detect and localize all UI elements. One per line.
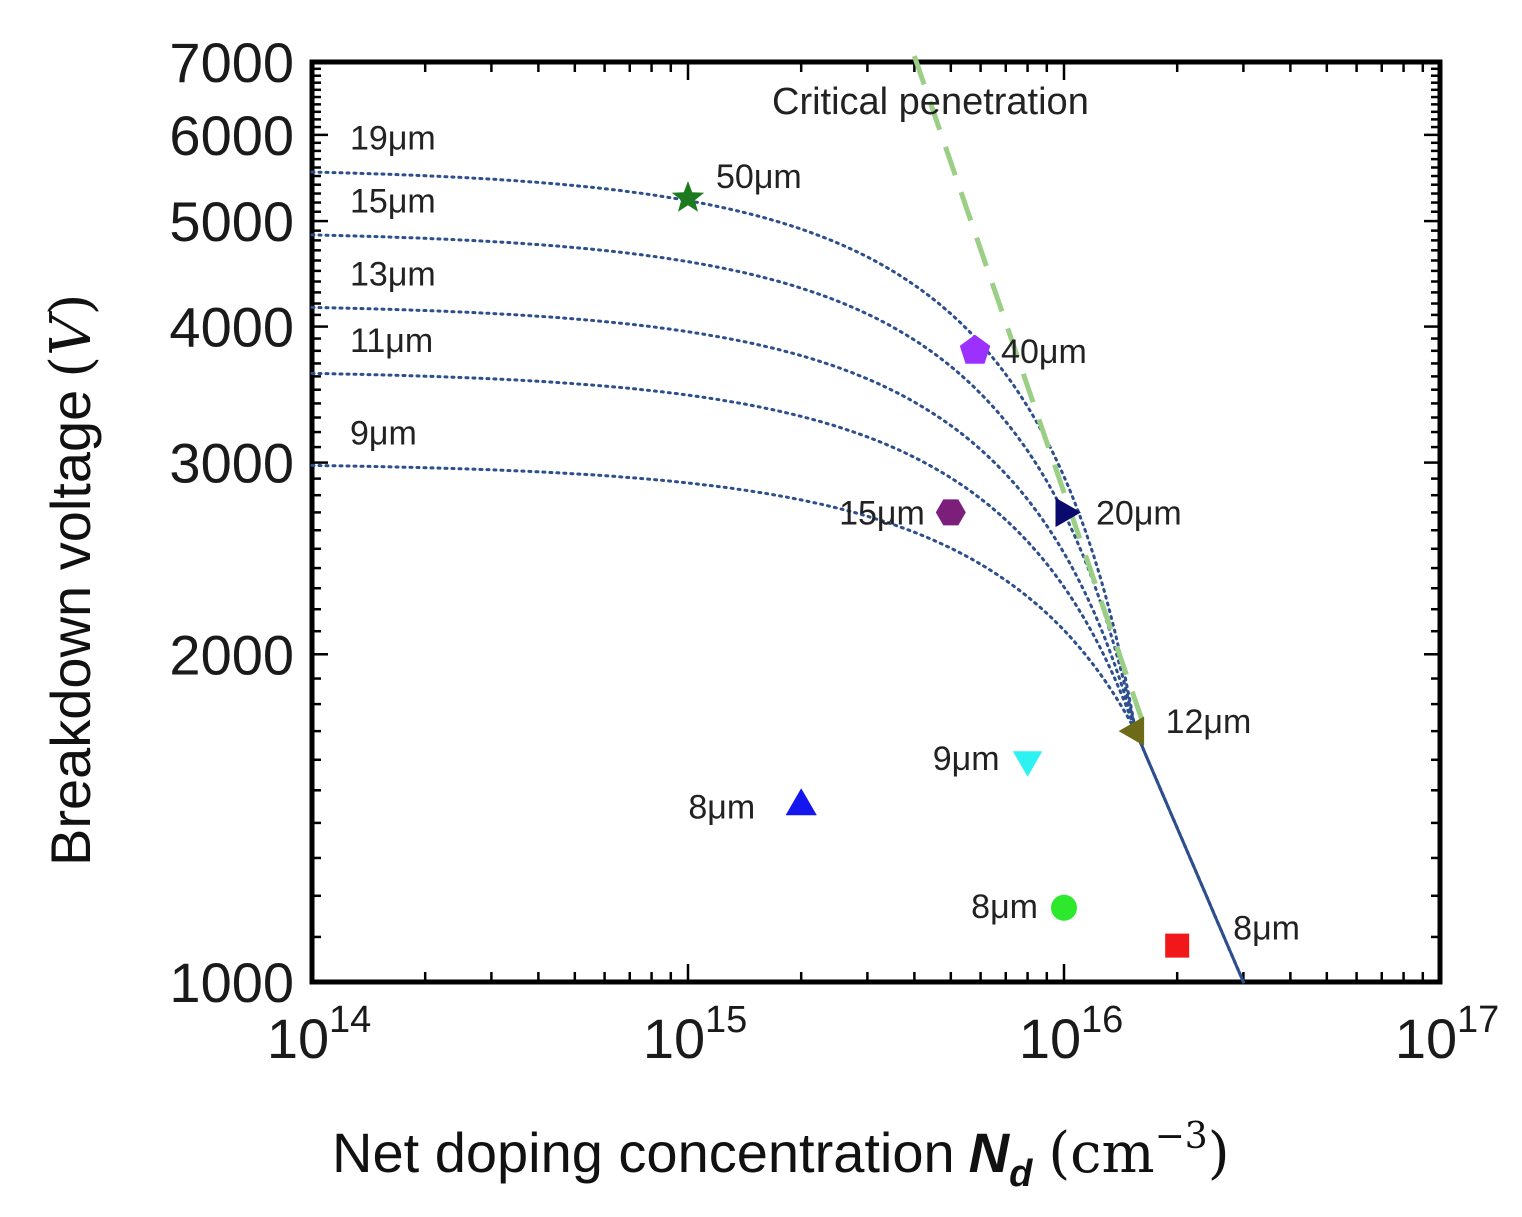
x-axis-title-main: Net doping concentration	[332, 1121, 955, 1184]
y-axis-ticks: 1000 2000 3000 4000 5000 6000 7000	[169, 31, 1440, 1014]
x-tick-base: 10	[1019, 1007, 1081, 1070]
x-tick-label: 10 15	[643, 999, 747, 1070]
critical-penetration-line-group	[912, 55, 1149, 732]
curve-15μm	[310, 233, 1245, 984]
marker-square	[1165, 933, 1190, 958]
breakdown-curves: 9μm 11μm 13μm 15μm 19μm	[310, 119, 1245, 984]
curve-19μm	[310, 170, 1245, 984]
y-tick-label: 2000	[169, 623, 294, 686]
marker-triangle-down	[1012, 751, 1043, 777]
x-axis-unit-exponent: −3	[1155, 1116, 1208, 1157]
x-axis-unit-open: (cm	[1048, 1121, 1154, 1186]
marker-star	[671, 181, 705, 212]
point-label: 8μm	[971, 888, 1038, 926]
x-tick-exponent: 16	[1081, 999, 1123, 1041]
x-axis-unit-close: )	[1208, 1121, 1230, 1186]
x-tick-base: 10	[643, 1007, 705, 1070]
curve-label: 15μm	[350, 183, 436, 221]
data-point: 40μm	[959, 333, 1087, 371]
critical-penetration-line	[912, 55, 1149, 732]
x-axis-title: Net doping concentration Nd (cm−3)	[332, 1116, 1230, 1195]
y-axis-title: Breakdown voltage (V)	[39, 294, 104, 866]
plot-frame	[309, 59, 1443, 985]
x-tick-exponent: 17	[1457, 999, 1499, 1041]
x-tick-exponent: 14	[329, 999, 371, 1041]
point-label: 9μm	[933, 740, 1000, 778]
curve-9μm	[310, 463, 1245, 984]
x-tick-label: 10 14	[267, 999, 371, 1070]
curve-label: 9μm	[350, 415, 417, 453]
data-points: 50μm 40μm 15μm 20μm 12μm 9μm 8μm 8μm 8μm	[671, 158, 1300, 958]
point-label: 8μm	[1233, 910, 1300, 948]
y-tick-label: 4000	[169, 296, 294, 359]
data-point: 50μm	[671, 158, 802, 212]
y-axis-title-main: Breakdown voltage	[39, 390, 102, 866]
point-label: 40μm	[1001, 333, 1087, 371]
point-label: 15μm	[839, 494, 925, 532]
x-axis-subscript: d	[1009, 1153, 1033, 1195]
y-tick-label: 1000	[169, 951, 294, 1014]
marker-circle	[1051, 894, 1077, 921]
x-tick-label: 10 16	[1019, 999, 1123, 1070]
point-label: 50μm	[716, 158, 802, 196]
curve-label: 11μm	[350, 322, 433, 360]
x-tick-base: 10	[1395, 1007, 1457, 1070]
x-tick-exponent: 15	[705, 999, 747, 1041]
point-label: 12μm	[1166, 703, 1252, 741]
x-axis-ticks: 10 14 10 15 10 16 10 17	[267, 62, 1499, 1070]
data-point: 15μm	[839, 494, 966, 532]
y-axis-unit: V	[39, 310, 104, 356]
curve-11μm	[310, 371, 1245, 984]
data-point: 8μm	[1165, 910, 1300, 958]
y-tick-label: 3000	[169, 432, 294, 495]
y-tick-label: 5000	[169, 190, 294, 253]
critical-penetration-label: Critical penetration	[772, 81, 1089, 123]
marker-triangle-right	[1055, 497, 1081, 528]
marker-pentagon	[959, 334, 991, 364]
marker-triangle-up	[785, 788, 817, 816]
curve-label: 19μm	[350, 119, 436, 157]
y-tick-label: 7000	[169, 31, 294, 94]
marker-hexagon	[935, 499, 966, 526]
data-point: 12μm	[1118, 703, 1252, 746]
curve-13μm	[310, 305, 1245, 984]
y-axis-unit-close: )	[39, 294, 104, 316]
point-label: 8μm	[688, 788, 755, 826]
x-axis-symbol: N	[969, 1121, 1011, 1184]
data-point: 9μm	[933, 740, 1043, 778]
curve-label: 13μm	[350, 256, 436, 294]
data-point: 20μm	[1055, 494, 1182, 532]
data-point: 8μm	[688, 788, 817, 826]
x-tick-label: 10 17	[1395, 999, 1499, 1070]
y-tick-label: 6000	[169, 104, 294, 167]
point-label: 20μm	[1096, 494, 1182, 532]
marker-triangle-left	[1118, 716, 1145, 746]
y-axis-unit-open: (	[39, 356, 104, 378]
data-point: 8μm	[971, 888, 1077, 926]
x-tick-base: 10	[267, 1007, 329, 1070]
